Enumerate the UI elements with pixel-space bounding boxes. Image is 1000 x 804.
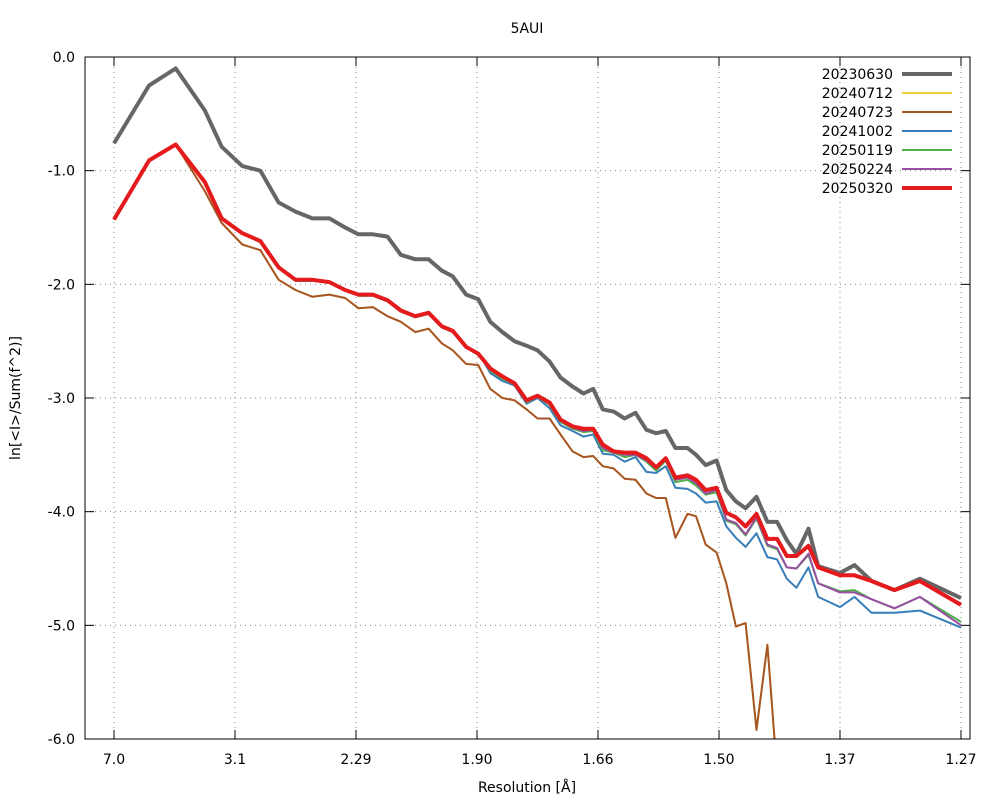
series-line-20241002 <box>113 143 962 629</box>
legend-label: 20250320 <box>822 181 893 197</box>
series-line-20240723 <box>113 143 776 739</box>
axis-ticks: 0.0 -1.0 -2.0 -3.0 -4.0 -5.0 -6.0 7.0 3.1 2.29 1.9… <box>48 50 977 768</box>
legend-label: 20250119 <box>822 143 893 159</box>
x-tick-label: 1.66 <box>582 752 613 768</box>
series-line-20250119 <box>113 143 962 623</box>
y-tick-label: -5.0 <box>48 618 75 634</box>
series-line-20250224 <box>113 143 962 627</box>
y-axis-label: ln[<I>/Sum(f^2)] <box>8 336 24 460</box>
x-axis-label: Resolution [Å] <box>478 779 576 796</box>
x-tick-label: 2.29 <box>340 752 371 768</box>
chart-title: 5AUI <box>511 21 544 37</box>
x-tick-label: 3.1 <box>224 752 246 768</box>
x-tick-label: 1.50 <box>703 752 734 768</box>
legend: 20230630 20240712 20240723 20241002 20250119… <box>822 67 952 197</box>
series-line-20250320 <box>112 142 963 607</box>
x-tick-label: 7.0 <box>103 752 125 768</box>
series-line-20230630 <box>112 66 962 600</box>
x-tick-label: 1.27 <box>945 752 976 768</box>
legend-label: 20230630 <box>822 67 893 83</box>
y-tick-label: -1.0 <box>48 164 75 180</box>
legend-label: 20241002 <box>822 124 893 140</box>
legend-label: 20250224 <box>822 162 893 178</box>
y-tick-label: -2.0 <box>48 277 75 293</box>
plot-border <box>84 56 971 740</box>
x-tick-label: 1.37 <box>824 752 855 768</box>
series-line-20240712 <box>113 143 776 739</box>
y-tick-label: -3.0 <box>48 391 75 407</box>
x-tick-label: 1.90 <box>461 752 492 768</box>
y-tick-label: -6.0 <box>48 732 75 748</box>
legend-label: 20240712 <box>822 86 893 102</box>
series-group <box>112 66 963 739</box>
y-tick-label: 0.0 <box>53 50 75 66</box>
legend-label: 20240723 <box>822 105 893 121</box>
y-tick-label: -4.0 <box>48 505 75 521</box>
